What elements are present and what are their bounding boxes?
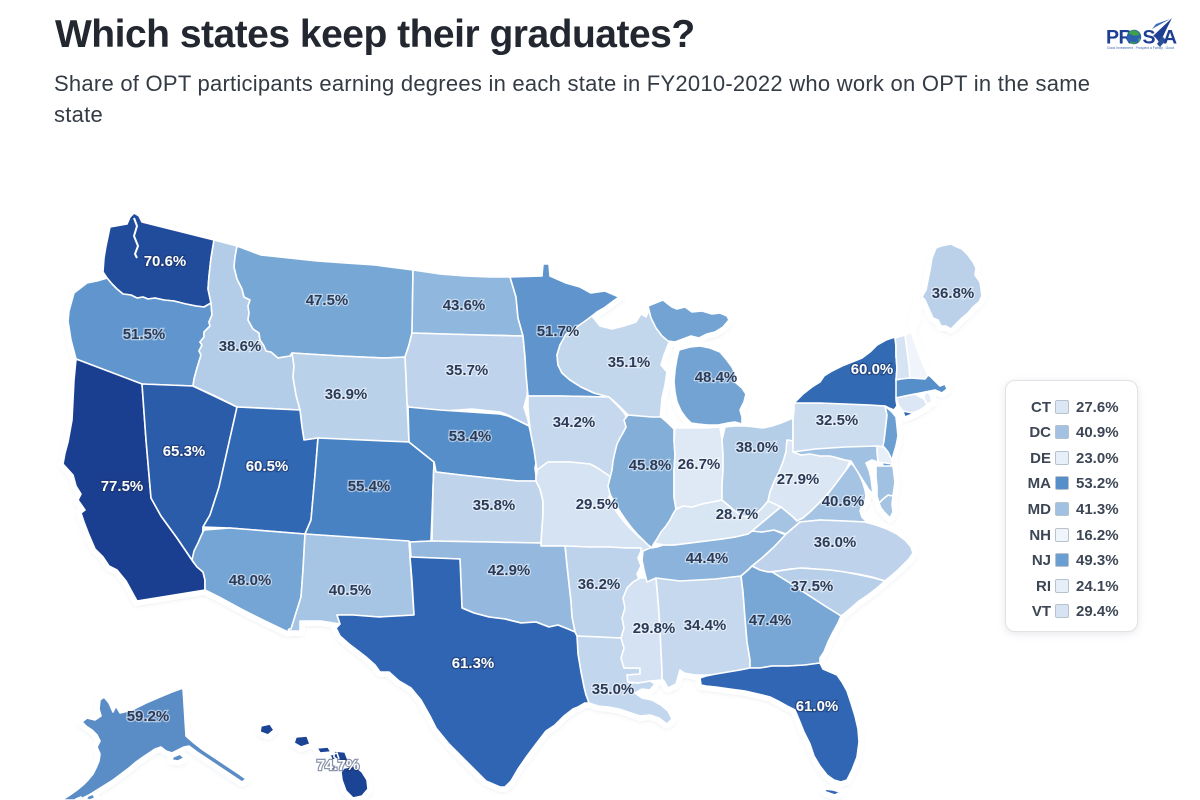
svg-text:40.6%: 40.6% — [822, 493, 865, 510]
svg-text:S: S — [1143, 27, 1156, 49]
svg-text:48.4%: 48.4% — [695, 369, 738, 386]
svg-text:32.5%: 32.5% — [816, 412, 859, 429]
svg-text:53.4%: 53.4% — [449, 428, 492, 445]
svg-text:47.5%: 47.5% — [306, 292, 349, 309]
svg-text:77.5%: 77.5% — [101, 478, 144, 495]
svg-text:59.2%: 59.2% — [127, 708, 170, 725]
svg-text:74.7%: 74.7% — [317, 757, 360, 774]
svg-text:26.7%: 26.7% — [678, 456, 721, 473]
svg-text:34.4%: 34.4% — [684, 617, 727, 634]
svg-text:36.2%: 36.2% — [578, 576, 621, 593]
svg-text:37.5%: 37.5% — [791, 578, 834, 595]
svg-text:61.3%: 61.3% — [452, 655, 495, 672]
svg-text:65.3%: 65.3% — [163, 443, 206, 460]
svg-text:45.8%: 45.8% — [629, 457, 672, 474]
svg-text:35.1%: 35.1% — [608, 354, 651, 371]
svg-text:PR: PR — [1106, 27, 1133, 49]
svg-text:61.0%: 61.0% — [796, 698, 839, 715]
svg-text:70.6%: 70.6% — [144, 253, 187, 270]
svg-text:27.9%: 27.9% — [777, 471, 820, 488]
svg-text:55.4%: 55.4% — [348, 478, 391, 495]
svg-text:Good Investment . Prospect a F: Good Investment . Prospect a Family . Go… — [1107, 46, 1174, 50]
svg-text:51.7%: 51.7% — [537, 323, 580, 340]
svg-text:51.5%: 51.5% — [123, 326, 166, 343]
svg-text:28.7%: 28.7% — [716, 506, 759, 523]
svg-text:36.8%: 36.8% — [932, 285, 975, 302]
svg-text:35.7%: 35.7% — [446, 362, 489, 379]
svg-text:44.4%: 44.4% — [686, 550, 729, 567]
svg-text:35.0%: 35.0% — [592, 681, 635, 698]
svg-text:42.9%: 42.9% — [488, 562, 531, 579]
svg-text:A: A — [1163, 27, 1177, 49]
svg-text:36.0%: 36.0% — [814, 534, 857, 551]
svg-text:29.8%: 29.8% — [633, 620, 676, 637]
svg-text:48.0%: 48.0% — [229, 572, 272, 589]
svg-text:38.6%: 38.6% — [219, 338, 262, 355]
svg-text:38.0%: 38.0% — [736, 439, 779, 456]
svg-text:36.9%: 36.9% — [325, 386, 368, 403]
svg-text:47.4%: 47.4% — [749, 612, 792, 629]
svg-text:29.5%: 29.5% — [576, 496, 619, 513]
svg-text:35.8%: 35.8% — [473, 497, 516, 514]
svg-text:60.5%: 60.5% — [246, 458, 289, 475]
svg-text:43.6%: 43.6% — [443, 297, 486, 314]
svg-text:34.2%: 34.2% — [553, 414, 596, 431]
svg-text:60.0%: 60.0% — [851, 361, 894, 378]
svg-text:40.5%: 40.5% — [329, 582, 372, 599]
